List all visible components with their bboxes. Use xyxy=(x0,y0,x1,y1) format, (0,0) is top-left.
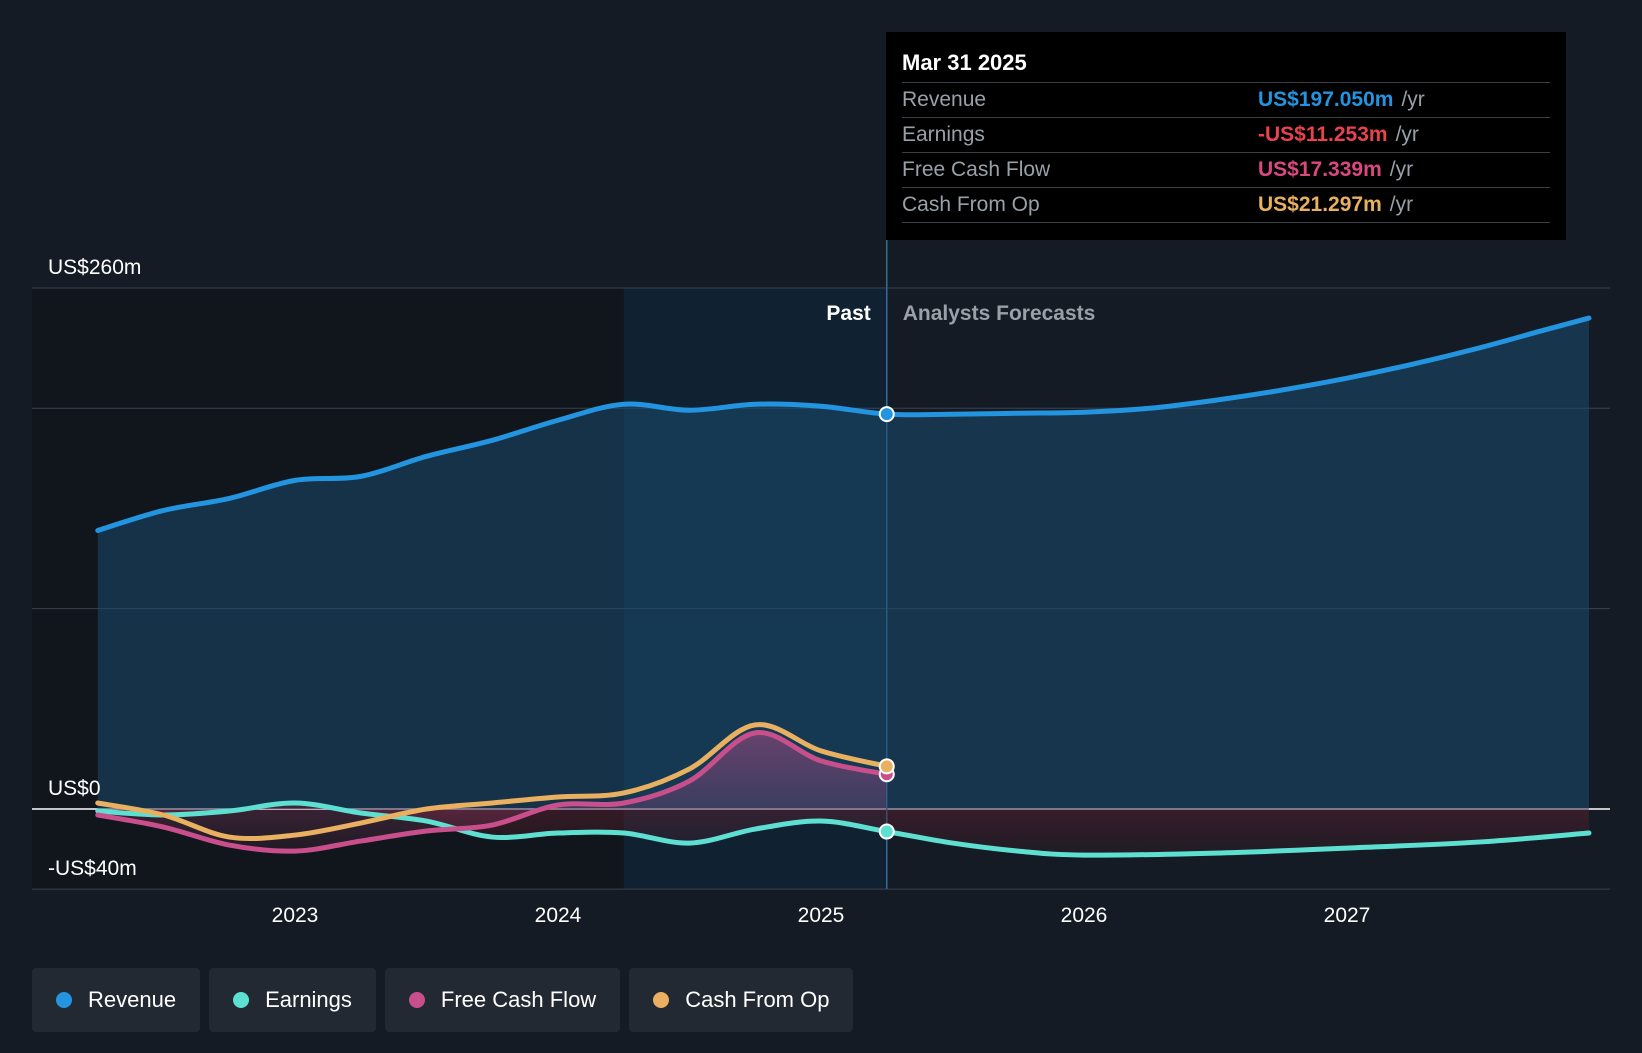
tooltip-unit: /yr xyxy=(1389,193,1414,216)
area-free-cash-flow xyxy=(97,732,887,852)
marker-cash-from-op xyxy=(878,758,895,775)
marker-earnings xyxy=(878,823,895,840)
legend-label: Earnings xyxy=(265,987,352,1012)
tooltip-label: Revenue xyxy=(902,88,987,111)
tooltip-row-cash-from-op: Cash From Op US$21.297m /yr xyxy=(902,188,1550,223)
line-revenue xyxy=(95,315,1592,533)
tooltip-label: Free Cash Flow xyxy=(902,158,1051,181)
tooltip-row-free-cash-flow: Free Cash Flow US$17.339m /yr xyxy=(902,153,1550,188)
legend-label: Free Cash Flow xyxy=(440,987,597,1012)
line-earnings xyxy=(95,800,1592,858)
x-tick-label: 2024 xyxy=(535,904,582,927)
tooltip-unit: /yr xyxy=(1401,88,1425,111)
line-free-cash-flow xyxy=(95,730,890,854)
legend: Revenue Earnings Free Cash Flow Cash Fro… xyxy=(32,968,854,1032)
y-tick-label: US$260m xyxy=(48,256,141,279)
tooltip-row-earnings: Earnings -US$11.253m /yr xyxy=(902,118,1550,153)
y-tick-label: US$0 xyxy=(48,777,101,800)
marker-revenue xyxy=(878,406,895,423)
x-tick-label: 2025 xyxy=(798,904,845,927)
tooltip-value: US$197.050m xyxy=(1258,88,1394,111)
legend-dot-icon xyxy=(653,992,670,1008)
line-cash-from-op xyxy=(95,722,890,842)
legend-item-revenue[interactable]: Revenue xyxy=(32,968,201,1032)
x-tick-label: 2023 xyxy=(272,904,319,927)
tooltip-value: US$17.339m xyxy=(1258,158,1382,181)
past-label: Past xyxy=(826,302,870,325)
legend-item-cash-from-op[interactable]: Cash From Op xyxy=(629,968,854,1032)
tooltip-unit: /yr xyxy=(1389,158,1414,181)
legend-dot-icon xyxy=(56,992,72,1008)
legend-label: Cash From Op xyxy=(685,987,830,1012)
tooltip-date: Mar 31 2025 xyxy=(902,48,1550,83)
x-tick-label: 2026 xyxy=(1061,904,1108,927)
tooltip-value: US$21.297m xyxy=(1258,193,1382,216)
x-tick-label: 2027 xyxy=(1324,904,1371,927)
tooltip-row-revenue: Revenue US$197.050m /yr xyxy=(902,83,1550,118)
tooltip-value: -US$11.253m xyxy=(1258,123,1388,146)
area-revenue xyxy=(97,318,1589,809)
legend-item-earnings[interactable]: Earnings xyxy=(209,968,376,1032)
tooltip-label: Earnings xyxy=(902,123,985,146)
forecast-label: Analysts Forecasts xyxy=(903,302,1096,325)
legend-label: Revenue xyxy=(88,987,177,1012)
tooltip-unit: /yr xyxy=(1395,123,1419,146)
legend-item-free-cash-flow[interactable]: Free Cash Flow xyxy=(384,968,621,1032)
y-tick-label: -US$40m xyxy=(48,857,137,880)
tooltip-label: Cash From Op xyxy=(902,193,1040,216)
legend-dot-icon xyxy=(408,992,425,1008)
legend-dot-icon xyxy=(233,992,250,1008)
tooltip-panel: Mar 31 2025 Revenue US$197.050m /yr Earn… xyxy=(886,32,1566,240)
